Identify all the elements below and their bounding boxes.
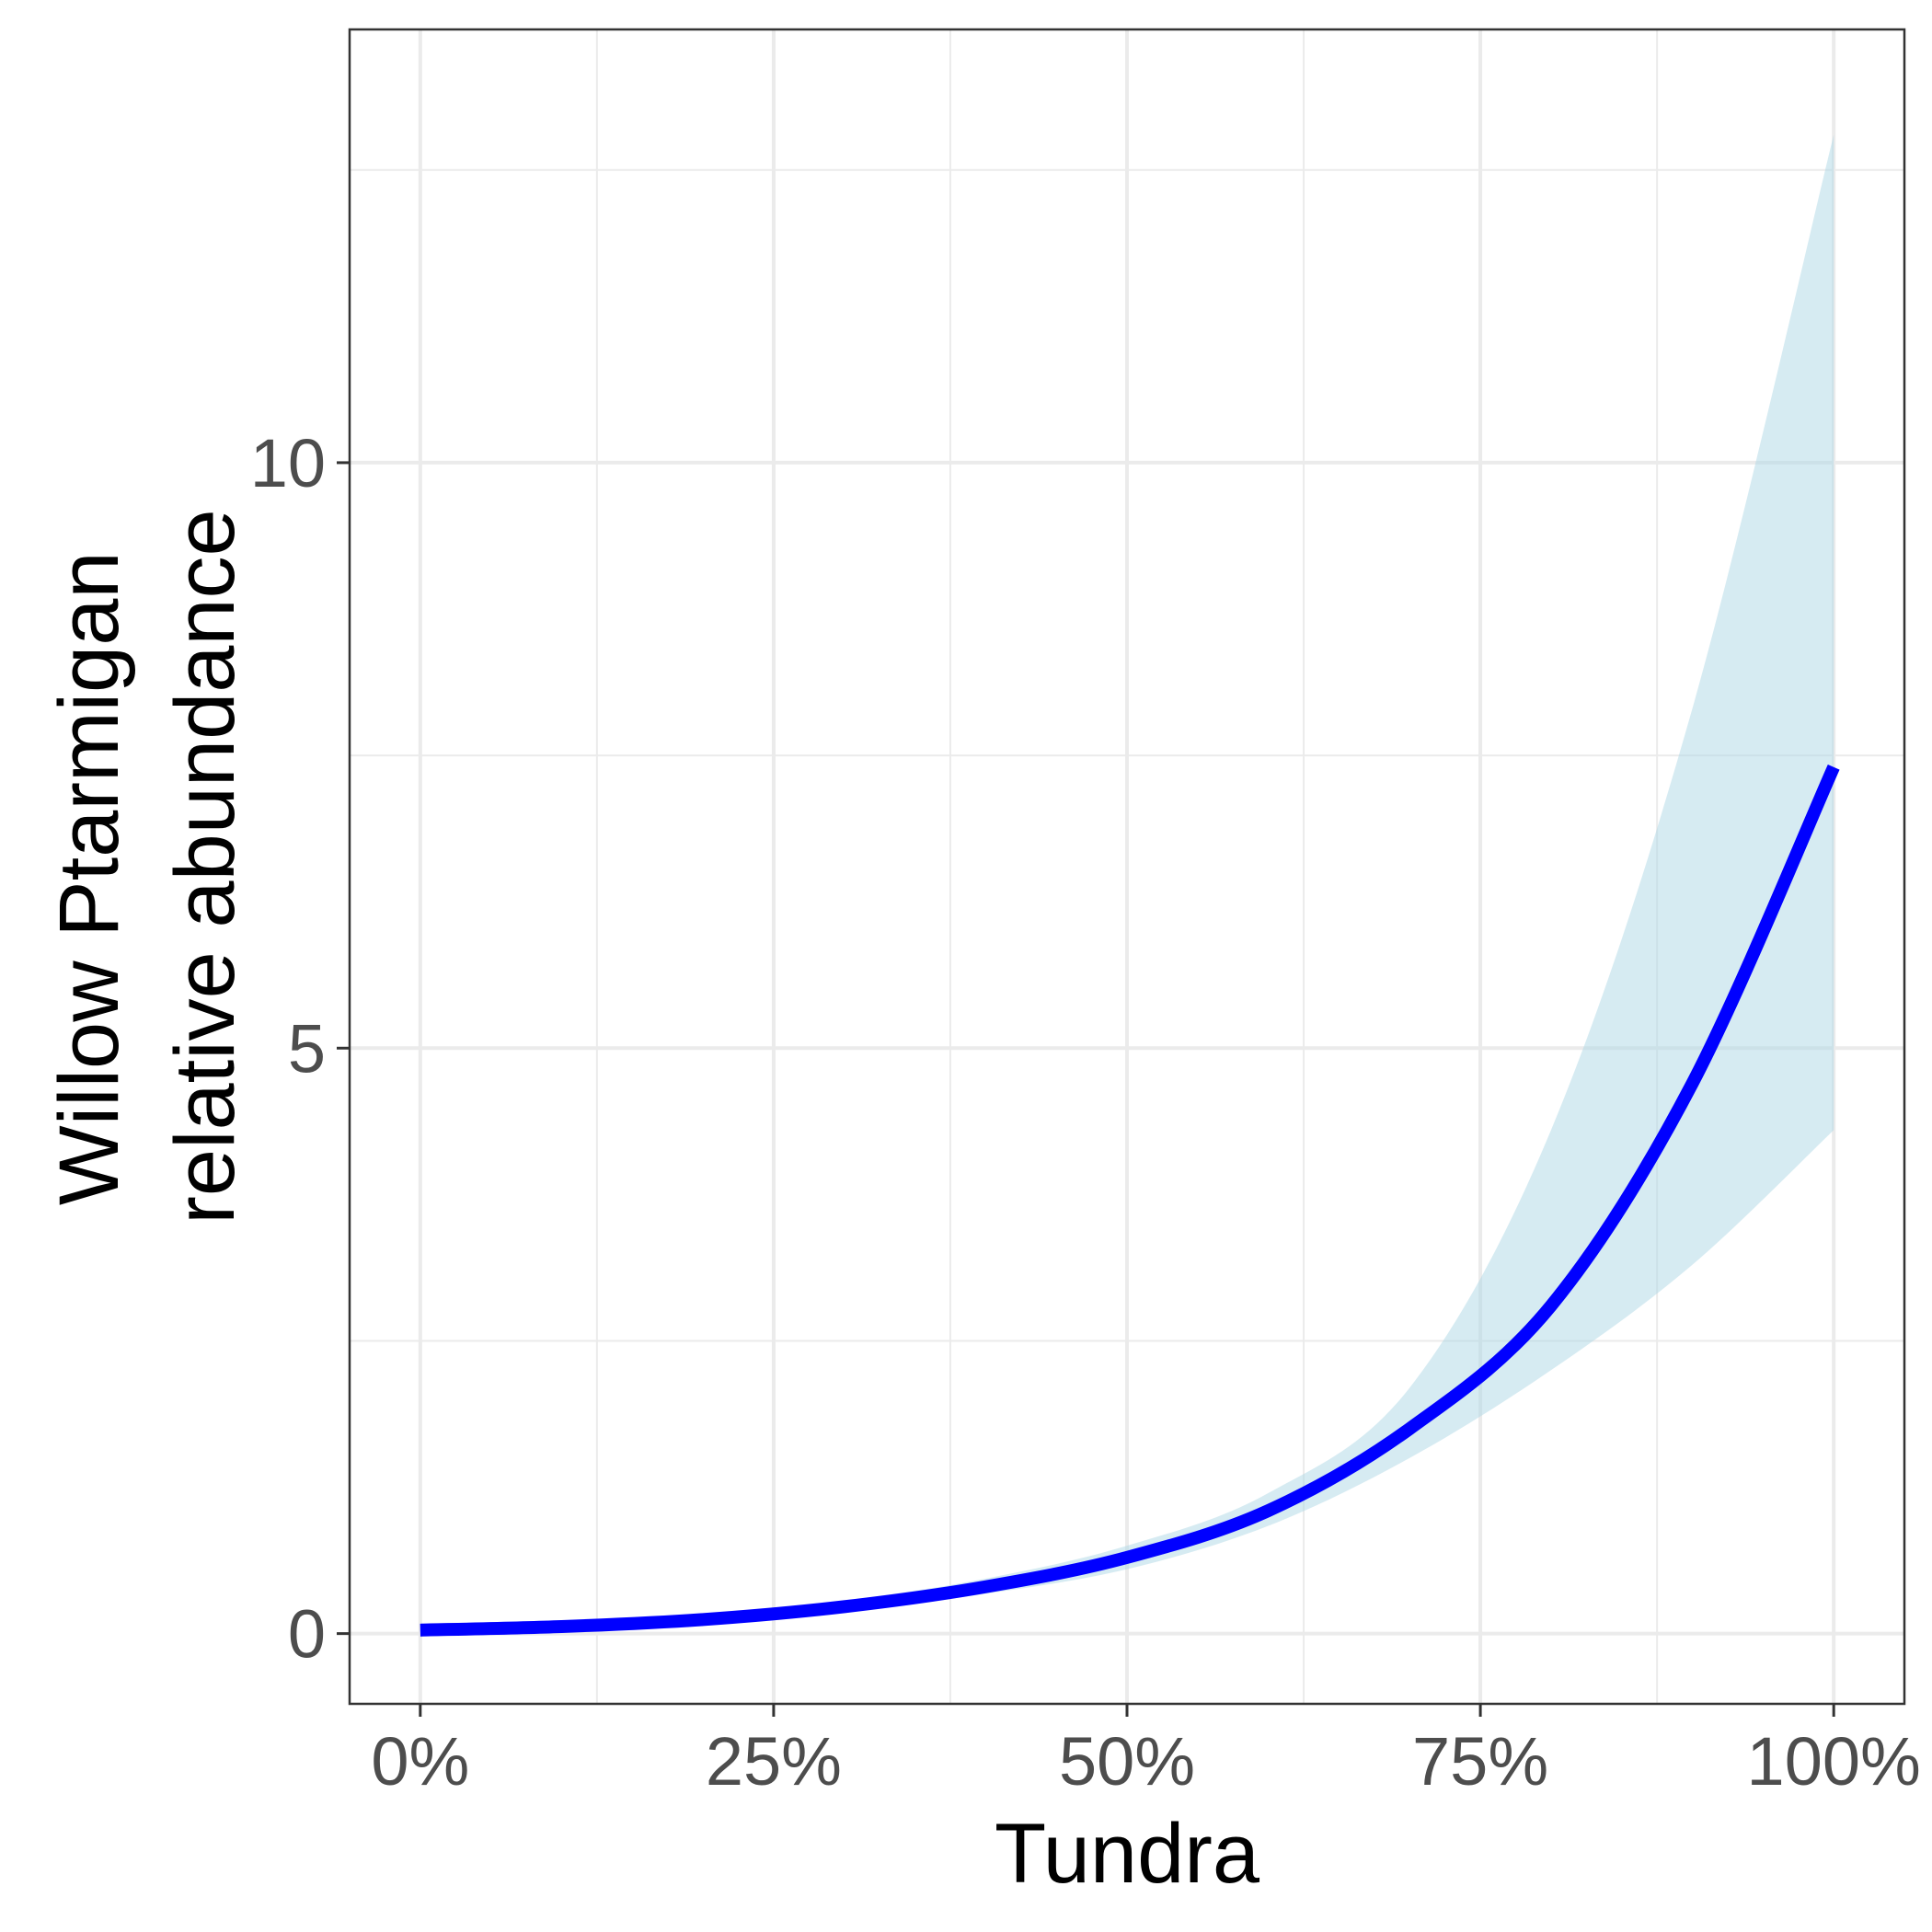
fitted-line — [420, 764, 1840, 1637]
axis-ticks — [337, 461, 1835, 1717]
x-tick-label: 100% — [1747, 1723, 1921, 1800]
x-axis-title: Tundra — [995, 1807, 1260, 1901]
x-tick-label: 75% — [1412, 1723, 1548, 1800]
tick-labels: 0% 25% 50% 75% 100% 0 5 10 — [250, 425, 1921, 1800]
x-tick-label: 25% — [706, 1723, 842, 1800]
x-tick-label: 50% — [1059, 1723, 1195, 1800]
y-tick-label: 5 — [288, 1010, 326, 1087]
y-tick-label: 10 — [250, 425, 326, 501]
y-axis-title-line-2: relative abundance — [158, 509, 252, 1224]
y-axis-title: Willow Ptarmigan relative abundance — [42, 509, 252, 1224]
x-tick-label: 0% — [371, 1723, 469, 1800]
y-axis-title-line-1: Willow Ptarmigan — [42, 551, 136, 1205]
y-tick-label: 0 — [288, 1596, 326, 1673]
major-gridlines — [350, 29, 1904, 1704]
plot-data — [420, 134, 1840, 1637]
